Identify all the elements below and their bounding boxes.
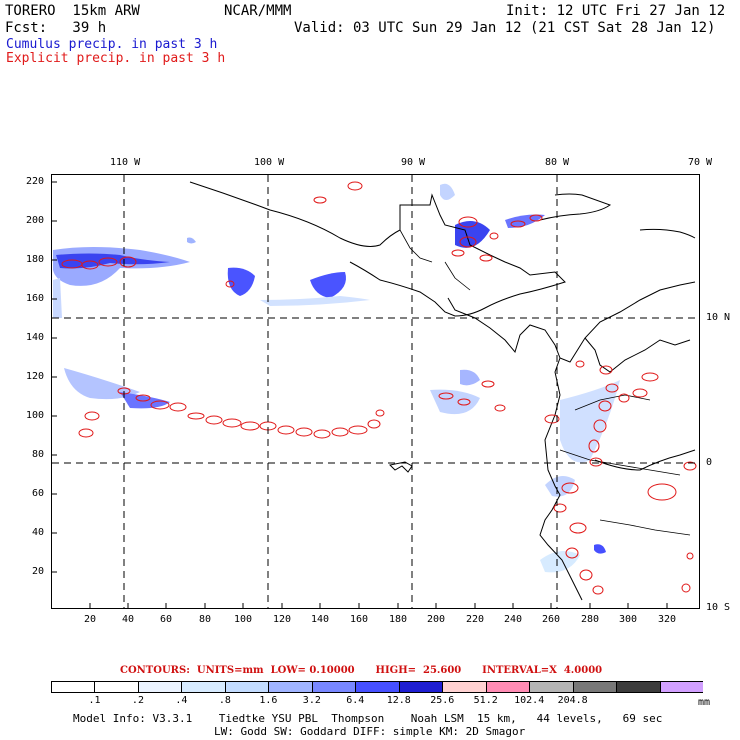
y-tick: 140: [26, 332, 45, 343]
lon-label-110w: 110 W: [110, 157, 141, 168]
plot-frame: [51, 174, 700, 609]
y-tick: 80: [32, 449, 45, 460]
colorbar-cell: [399, 682, 444, 692]
colorbar-label: .2: [131, 695, 144, 706]
valid-time: Valid: 03 UTC Sun 29 Jan 12 (21 CST Sat …: [294, 20, 716, 36]
colorbar-cell: [95, 682, 139, 692]
legend-explicit: Explicit precip. in past 3 h: [6, 51, 226, 66]
colorbar-label: 51.2: [473, 695, 498, 706]
lon-label-80w: 80 W: [545, 157, 570, 168]
colorbar-label: 204.8: [557, 695, 588, 706]
organization: NCAR/MMM: [224, 3, 292, 19]
y-tick: 60: [32, 488, 45, 499]
colorbar-cell: [573, 682, 618, 692]
lon-label-100w: 100 W: [254, 157, 285, 168]
y-tick: 160: [26, 293, 45, 304]
lat-label-0: 0: [706, 457, 713, 468]
y-tick: 40: [32, 527, 45, 538]
init-time: Init: 12 UTC Fri 27 Jan 12: [506, 3, 726, 19]
colorbar-label: 1.6: [259, 695, 278, 706]
x-tick: 220: [466, 614, 485, 625]
x-tick: 100: [234, 614, 253, 625]
colorbar-label: 12.8: [386, 695, 411, 706]
colorbar-label: 6.4: [346, 695, 365, 706]
x-tick: 180: [389, 614, 408, 625]
x-tick: 280: [581, 614, 600, 625]
model-info: Model Info: V3.3.1 Tiedtke YSU PBL Thomp…: [73, 712, 663, 725]
colorbar-cell: [138, 682, 183, 692]
colorbar-label: 25.6: [430, 695, 455, 706]
x-tick: 60: [160, 614, 173, 625]
coastlines: [189, 181, 696, 601]
colorbar: [51, 681, 703, 693]
forecast-hour: Fcst: 39 h: [5, 20, 107, 36]
legend-cumulus: Cumulus precip. in past 3 h: [6, 37, 218, 52]
colorbar-label: 3.2: [302, 695, 321, 706]
colorbar-cell: [269, 682, 313, 692]
colorbar-label: .4: [175, 695, 188, 706]
explicit-precip-contours: [61, 181, 697, 595]
colorbar-unit: mm: [698, 697, 711, 708]
y-tick: 180: [26, 254, 45, 265]
x-tick: 40: [122, 614, 135, 625]
model-title: TORERO 15km ARW: [5, 3, 140, 19]
x-tick: 160: [350, 614, 369, 625]
x-tick: 120: [273, 614, 292, 625]
lat-lon-grid: [52, 175, 699, 608]
colorbar-cell: [356, 682, 400, 692]
lat-label-10n: 10 N: [706, 312, 731, 323]
colorbar-cell: [530, 682, 574, 692]
contours-info: CONTOURS: UNITS=mm LOW= 0.10000 HIGH= 25…: [120, 665, 603, 676]
x-tick: 300: [619, 614, 638, 625]
colorbar-cell: [443, 682, 487, 692]
x-tick: 200: [427, 614, 446, 625]
colorbar-cell: [182, 682, 226, 692]
x-tick: 140: [311, 614, 330, 625]
x-tick: 320: [658, 614, 677, 625]
x-tick: 80: [199, 614, 212, 625]
y-tick: 120: [26, 371, 45, 382]
colorbar-cell: [52, 682, 96, 692]
y-tick: 200: [26, 215, 45, 226]
borders: [399, 229, 691, 536]
grid-tick-marks: [52, 181, 668, 608]
cumulus-precip-shading: [53, 183, 620, 573]
physics-info: LW: Godd SW: Goddard DIFF: simple KM: 2D…: [214, 725, 526, 738]
colorbar-cell: [225, 682, 270, 692]
y-tick: 100: [26, 410, 45, 421]
colorbar-label: .8: [218, 695, 231, 706]
y-tick: 220: [26, 176, 45, 187]
colorbar-label: .1: [88, 695, 101, 706]
colorbar-cell: [660, 682, 703, 692]
x-tick: 20: [84, 614, 97, 625]
colorbar-cell: [486, 682, 531, 692]
y-tick: 20: [32, 566, 45, 577]
lon-label-70w: 70 W: [688, 157, 713, 168]
x-tick: 240: [504, 614, 523, 625]
colorbar-label: 102.4: [514, 695, 545, 706]
colorbar-cell: [312, 682, 357, 692]
lon-label-90w: 90 W: [401, 157, 426, 168]
colorbar-cell: [617, 682, 661, 692]
lat-label-10s: 10 S: [706, 602, 731, 613]
x-tick: 260: [542, 614, 561, 625]
